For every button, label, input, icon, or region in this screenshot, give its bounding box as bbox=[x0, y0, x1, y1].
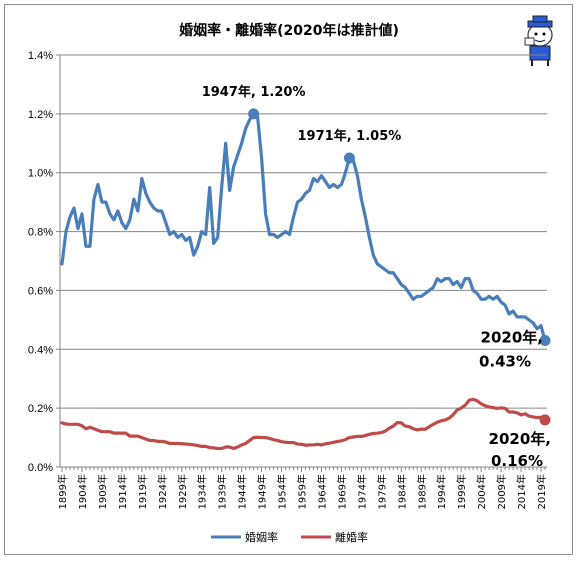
x-tick-label: 1999年 bbox=[455, 474, 468, 509]
annotation-value: 0.43% bbox=[479, 352, 531, 370]
legend-label-divorce: 離婚率 bbox=[335, 530, 368, 544]
x-tick-label: 1904年 bbox=[76, 474, 89, 509]
chart-frame: 婚姻率・離婚率(2020年は推計値) 0.0% 0.2% 0.4% 0.6% 0.8% 1… bbox=[4, 4, 573, 555]
annotation-label: 1947年, 1.20% bbox=[202, 84, 306, 100]
y-axis: 0.0% 0.2% 0.4% 0.6% 0.8% 1.0% 1.2% 1.4% bbox=[28, 50, 61, 474]
annotation-marker bbox=[539, 334, 551, 346]
y-tick-label: 1.2% bbox=[28, 109, 53, 121]
x-tick-label: 2019年 bbox=[535, 474, 548, 509]
x-tick-label: 1969年 bbox=[335, 474, 348, 509]
x-tick-label: 1924年 bbox=[156, 474, 169, 509]
x-tick-label: 1934年 bbox=[196, 474, 209, 509]
x-tick-label: 1919年 bbox=[136, 474, 149, 509]
legend: 婚姻率 離婚率 bbox=[211, 530, 368, 544]
x-tick-label: 1899年 bbox=[56, 474, 69, 509]
y-tick-label: 0.8% bbox=[28, 227, 53, 239]
x-tick-label: 1984年 bbox=[395, 474, 408, 509]
legend-label-marriage: 婚姻率 bbox=[245, 530, 278, 544]
annotations: 1947年, 1.20% 1971年, 1.05% 2020年, 0.43% 2020年… bbox=[202, 84, 551, 470]
annotation-marker bbox=[248, 108, 260, 120]
x-axis: 1899年 1904年 1909年 1914年 1919年 1924年 1929年 1934年… bbox=[56, 466, 548, 509]
line-chart: 婚姻率・離婚率(2020年は推計値) 0.0% 0.2% 0.4% 0.6% 0.8% 1… bbox=[28, 15, 553, 544]
gridlines bbox=[60, 54, 547, 468]
x-tick-label: 1989年 bbox=[415, 474, 428, 509]
x-tick-label: 1974年 bbox=[355, 474, 368, 509]
x-tick-label: 1979年 bbox=[375, 474, 388, 509]
annotation-label: 1971年, 1.05% bbox=[298, 128, 402, 144]
y-tick-label: 1.4% bbox=[28, 50, 53, 62]
x-tick-label: 1949年 bbox=[256, 474, 269, 509]
mascot-icon bbox=[524, 15, 553, 66]
y-tick-label: 0.4% bbox=[28, 344, 53, 356]
x-tick-label: 1929年 bbox=[176, 474, 189, 509]
series-line-divorce bbox=[60, 397, 547, 451]
x-tick-label: 2004年 bbox=[475, 474, 488, 509]
x-tick-label: 1939年 bbox=[216, 474, 229, 509]
x-tick-label: 1909年 bbox=[96, 474, 109, 509]
y-tick-label: 0.6% bbox=[28, 285, 53, 297]
annotation-marker bbox=[343, 152, 355, 164]
x-tick-label: 1964年 bbox=[315, 474, 328, 509]
annotation-value: 0.16% bbox=[491, 452, 543, 470]
series-group bbox=[60, 112, 547, 451]
x-tick-label: 1959年 bbox=[296, 474, 309, 509]
x-tick-label: 1914年 bbox=[116, 474, 129, 509]
annotation-label: 2020年, bbox=[481, 328, 543, 346]
x-tick-label: 1954年 bbox=[276, 474, 289, 509]
y-tick-label: 0.0% bbox=[28, 462, 53, 474]
annotation-label: 2020年, bbox=[489, 430, 551, 448]
x-tick-label: 2014年 bbox=[515, 474, 528, 509]
x-tick-label: 1994年 bbox=[435, 474, 448, 509]
x-tick-label: 2009年 bbox=[495, 474, 508, 509]
y-tick-label: 0.2% bbox=[28, 403, 53, 415]
y-tick-label: 1.0% bbox=[28, 168, 53, 180]
series-line-marriage bbox=[60, 112, 547, 343]
x-tick-label: 1944年 bbox=[236, 474, 249, 509]
annotation-marker bbox=[539, 414, 551, 426]
chart-title: 婚姻率・離婚率(2020年は推計値) bbox=[179, 22, 399, 39]
